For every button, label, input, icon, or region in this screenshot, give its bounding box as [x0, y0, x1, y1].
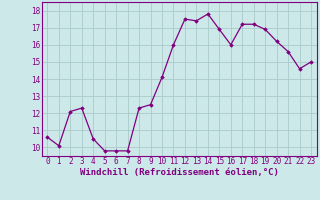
- X-axis label: Windchill (Refroidissement éolien,°C): Windchill (Refroidissement éolien,°C): [80, 168, 279, 177]
